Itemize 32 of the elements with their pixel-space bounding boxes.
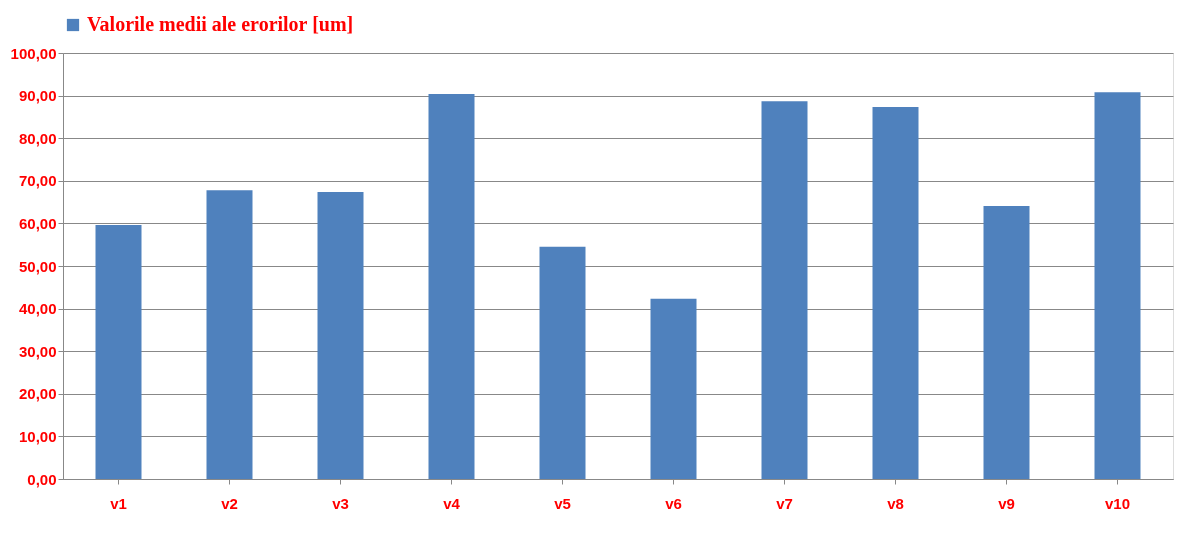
x-tick-label: v7	[776, 494, 793, 512]
y-tick-label: 90,00	[18, 87, 57, 105]
x-tick-label: v2	[221, 494, 238, 512]
bar	[317, 191, 364, 479]
y-tick-label: 0,00	[27, 470, 57, 488]
x-tick-label: v1	[110, 494, 127, 512]
bar	[872, 107, 919, 479]
y-tick-label: 40,00	[18, 300, 57, 318]
legend-label: Valorile medii ale erorilor [um]	[87, 13, 354, 35]
y-tick-label: 50,00	[18, 257, 57, 275]
bar	[1094, 92, 1141, 479]
x-tick-label: v3	[332, 494, 349, 512]
bar	[539, 246, 586, 479]
y-tick-label: 80,00	[18, 129, 57, 147]
x-tick-label: v10	[1104, 494, 1131, 512]
bar	[761, 101, 808, 479]
bar	[983, 205, 1030, 479]
x-tick-label: v6	[665, 494, 682, 512]
bar	[206, 190, 253, 479]
x-tick-label: v9	[998, 494, 1015, 512]
y-tick-label: 30,00	[18, 342, 57, 360]
bar	[428, 93, 475, 479]
y-tick-label: 100,00	[10, 44, 57, 62]
y-tick-label: 10,00	[18, 427, 57, 445]
bar	[95, 225, 142, 479]
y-tick-label: 70,00	[18, 172, 57, 190]
bar	[650, 298, 697, 479]
x-tick-label: v5	[554, 494, 571, 512]
y-tick-label: 20,00	[18, 385, 57, 403]
x-tick-label: v4	[443, 494, 461, 512]
x-tick-label: v8	[887, 494, 904, 512]
y-tick-label: 60,00	[18, 214, 57, 232]
